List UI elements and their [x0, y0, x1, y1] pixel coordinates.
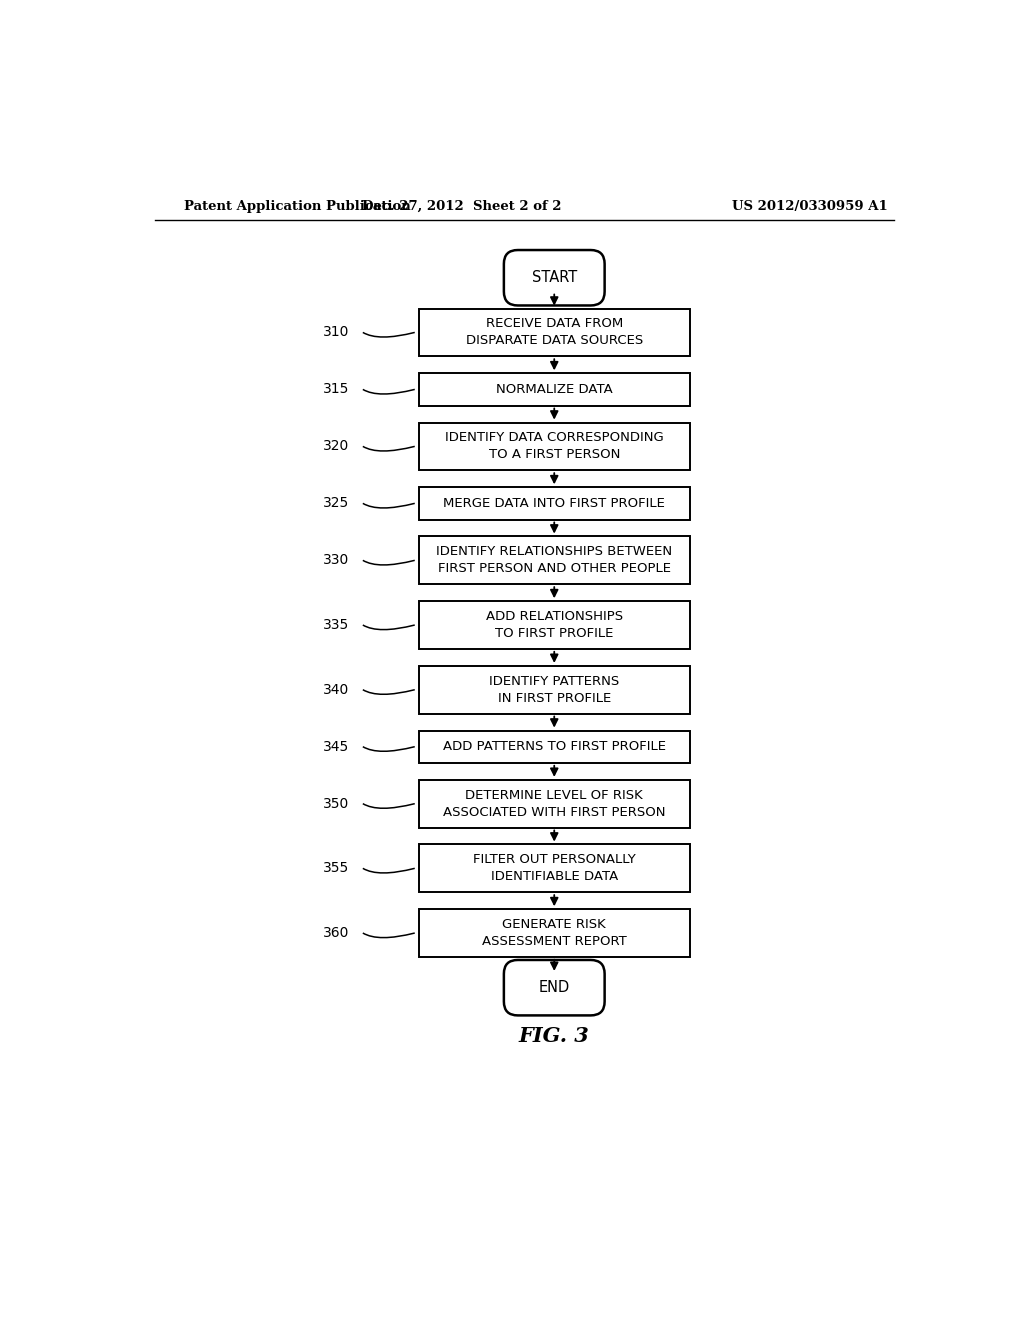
FancyBboxPatch shape [504, 249, 604, 305]
Text: FILTER OUT PERSONALLY
IDENTIFIABLE DATA: FILTER OUT PERSONALLY IDENTIFIABLE DATA [473, 853, 636, 883]
Text: US 2012/0330959 A1: US 2012/0330959 A1 [732, 199, 888, 213]
Text: 345: 345 [323, 739, 349, 754]
Text: IDENTIFY DATA CORRESPONDING
TO A FIRST PERSON: IDENTIFY DATA CORRESPONDING TO A FIRST P… [444, 432, 664, 462]
Bar [419, 422, 690, 470]
Text: END: END [539, 981, 570, 995]
Bar [419, 374, 690, 405]
Text: ADD RELATIONSHIPS
TO FIRST PROFILE: ADD RELATIONSHIPS TO FIRST PROFILE [485, 610, 623, 640]
Text: START: START [531, 271, 577, 285]
Text: MERGE DATA INTO FIRST PROFILE: MERGE DATA INTO FIRST PROFILE [443, 496, 666, 510]
Text: 320: 320 [323, 440, 349, 453]
Text: 340: 340 [323, 682, 349, 697]
Bar [419, 730, 690, 763]
Text: 325: 325 [323, 496, 349, 511]
Bar [419, 536, 690, 585]
Text: DETERMINE LEVEL OF RISK
ASSOCIATED WITH FIRST PERSON: DETERMINE LEVEL OF RISK ASSOCIATED WITH … [443, 788, 666, 818]
Bar [419, 601, 690, 649]
Text: FIG. 3: FIG. 3 [519, 1026, 590, 1047]
Bar [419, 309, 690, 356]
Text: 335: 335 [323, 618, 349, 632]
Bar [419, 845, 690, 892]
Text: Dec. 27, 2012  Sheet 2 of 2: Dec. 27, 2012 Sheet 2 of 2 [361, 199, 561, 213]
Text: IDENTIFY PATTERNS
IN FIRST PROFILE: IDENTIFY PATTERNS IN FIRST PROFILE [489, 675, 620, 705]
Bar [419, 909, 690, 957]
FancyBboxPatch shape [504, 960, 604, 1015]
Text: RECEIVE DATA FROM
DISPARATE DATA SOURCES: RECEIVE DATA FROM DISPARATE DATA SOURCES [466, 317, 643, 347]
Text: ADD PATTERNS TO FIRST PROFILE: ADD PATTERNS TO FIRST PROFILE [442, 741, 666, 754]
Text: 350: 350 [323, 797, 349, 810]
Text: 310: 310 [323, 326, 349, 339]
Bar [419, 780, 690, 828]
Text: 315: 315 [323, 383, 349, 396]
Bar [419, 487, 690, 520]
Text: 355: 355 [323, 862, 349, 875]
Text: 360: 360 [323, 927, 349, 940]
Text: NORMALIZE DATA: NORMALIZE DATA [496, 383, 612, 396]
Text: Patent Application Publication: Patent Application Publication [183, 199, 411, 213]
Text: IDENTIFY RELATIONSHIPS BETWEEN
FIRST PERSON AND OTHER PEOPLE: IDENTIFY RELATIONSHIPS BETWEEN FIRST PER… [436, 545, 673, 576]
Text: GENERATE RISK
ASSESSMENT REPORT: GENERATE RISK ASSESSMENT REPORT [482, 917, 627, 948]
Text: 330: 330 [323, 553, 349, 568]
Bar [419, 665, 690, 714]
